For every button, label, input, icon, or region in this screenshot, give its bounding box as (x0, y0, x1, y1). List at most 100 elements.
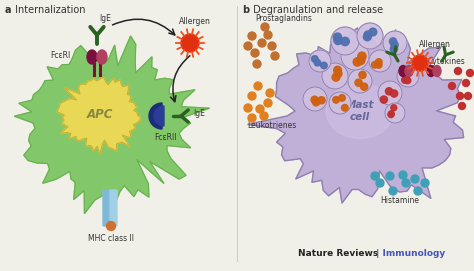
Polygon shape (248, 28, 464, 203)
Circle shape (458, 102, 465, 109)
Circle shape (463, 79, 470, 86)
Circle shape (339, 95, 346, 101)
Circle shape (386, 172, 394, 180)
Circle shape (318, 97, 325, 104)
Circle shape (309, 50, 331, 72)
Ellipse shape (405, 66, 413, 76)
Ellipse shape (399, 66, 407, 76)
Circle shape (268, 42, 276, 50)
Circle shape (383, 31, 407, 55)
Circle shape (271, 52, 279, 60)
Text: Allergen: Allergen (419, 40, 451, 49)
Wedge shape (154, 106, 164, 126)
Text: Internalization: Internalization (12, 5, 85, 15)
Circle shape (322, 63, 348, 89)
Circle shape (332, 73, 340, 81)
Text: IgE: IgE (99, 14, 111, 23)
Circle shape (375, 62, 382, 68)
Circle shape (455, 67, 462, 75)
Circle shape (333, 33, 342, 41)
Circle shape (356, 56, 365, 64)
Text: FcεRII: FcεRII (155, 133, 177, 142)
Text: | Immunology: | Immunology (373, 250, 445, 259)
Text: Allergen: Allergen (179, 17, 211, 26)
Text: Cytokines: Cytokines (427, 57, 465, 66)
Circle shape (391, 105, 397, 111)
Circle shape (391, 90, 398, 97)
FancyBboxPatch shape (110, 190, 117, 226)
Circle shape (364, 31, 372, 39)
Circle shape (456, 92, 464, 99)
Ellipse shape (326, 83, 394, 138)
Circle shape (355, 79, 362, 86)
Circle shape (266, 89, 274, 97)
Circle shape (260, 112, 268, 120)
Circle shape (334, 70, 342, 78)
Circle shape (333, 96, 339, 103)
Circle shape (371, 172, 379, 180)
Circle shape (358, 52, 366, 60)
Wedge shape (149, 103, 162, 129)
Circle shape (364, 33, 371, 41)
Circle shape (369, 28, 377, 36)
Circle shape (248, 92, 256, 100)
Circle shape (402, 179, 410, 187)
Circle shape (248, 114, 256, 122)
Circle shape (361, 83, 368, 90)
Circle shape (414, 187, 422, 195)
Circle shape (341, 42, 369, 70)
Text: Mast
cell: Mast cell (346, 100, 374, 122)
Circle shape (244, 42, 252, 50)
Circle shape (357, 23, 383, 49)
Circle shape (412, 55, 428, 71)
Circle shape (303, 87, 327, 111)
Circle shape (375, 59, 382, 65)
Circle shape (107, 221, 116, 231)
Circle shape (380, 96, 387, 103)
Text: APC: APC (87, 108, 113, 121)
Text: FcεRI: FcεRI (51, 50, 71, 60)
Circle shape (385, 103, 405, 123)
Circle shape (254, 82, 262, 90)
Text: Leukotrienes: Leukotrienes (247, 121, 296, 130)
Text: a: a (5, 5, 11, 15)
Polygon shape (14, 36, 210, 214)
Circle shape (329, 92, 351, 114)
Circle shape (369, 50, 391, 72)
Ellipse shape (427, 66, 435, 76)
Text: Histamine: Histamine (381, 196, 419, 205)
Ellipse shape (97, 50, 107, 64)
Circle shape (320, 62, 327, 69)
Text: b: b (242, 5, 249, 15)
Circle shape (348, 69, 372, 93)
Circle shape (359, 71, 366, 79)
Circle shape (341, 104, 348, 111)
Circle shape (264, 99, 272, 107)
Circle shape (376, 179, 384, 187)
Circle shape (244, 104, 252, 112)
Circle shape (264, 31, 272, 39)
Text: Degranulation and release: Degranulation and release (250, 5, 383, 15)
Circle shape (353, 58, 362, 66)
Circle shape (466, 69, 474, 76)
Circle shape (397, 65, 419, 87)
Circle shape (421, 179, 429, 187)
Ellipse shape (87, 50, 97, 64)
Circle shape (388, 112, 394, 118)
Circle shape (248, 32, 256, 40)
Circle shape (251, 49, 259, 57)
Circle shape (334, 36, 342, 44)
Circle shape (311, 96, 318, 103)
Circle shape (388, 111, 394, 117)
Circle shape (401, 77, 408, 83)
Text: Nature Reviews: Nature Reviews (298, 250, 378, 259)
Text: IgE: IgE (193, 109, 205, 118)
Circle shape (411, 175, 419, 183)
Circle shape (385, 88, 392, 95)
Circle shape (399, 171, 407, 179)
Circle shape (253, 60, 261, 68)
Circle shape (256, 105, 264, 113)
Circle shape (261, 23, 269, 31)
Circle shape (258, 39, 266, 47)
Circle shape (314, 59, 321, 66)
